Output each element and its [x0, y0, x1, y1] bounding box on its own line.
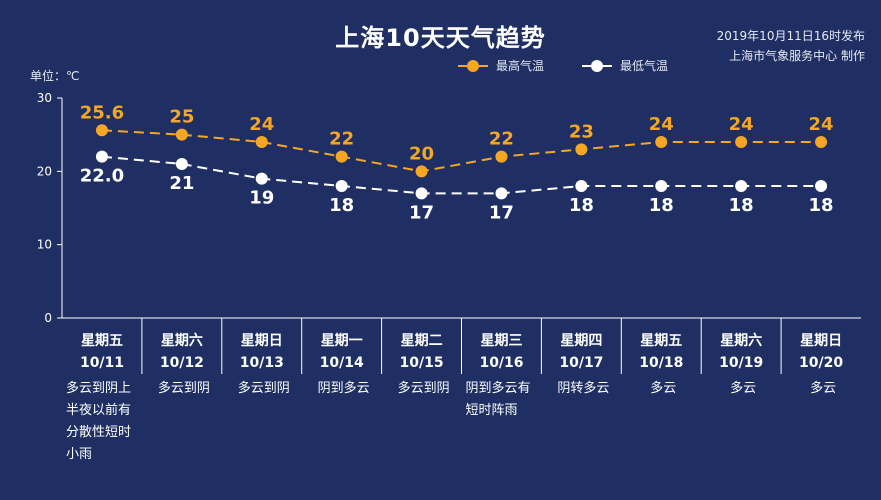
weekday-label: 星期六: [720, 333, 763, 349]
high-temp-label: 22: [329, 129, 354, 150]
weekday-label: 星期一: [320, 333, 363, 349]
weather-description: 多云: [730, 381, 757, 396]
high-temp-point: [335, 150, 348, 163]
high-temp-label: 24: [649, 114, 674, 135]
issue-time: 2019年10月11日16时发布: [716, 29, 865, 43]
weekday-label: 星期二: [400, 333, 443, 349]
issue-info: 2019年10月11日16时发布 上海市气象服务中心 制作: [717, 26, 865, 66]
low-temp-point: [255, 172, 268, 185]
weather-description: 阴到多云: [317, 381, 370, 396]
legend-high-label: 最高气温: [496, 59, 545, 73]
chart-title: 上海10天天气趋势: [335, 24, 546, 52]
low-temp-line: [101, 155, 822, 195]
low-temp-label: 17: [489, 202, 514, 223]
low-temp-point: [495, 187, 508, 200]
weather-description: 多云到阴上半夜以前有分散性短时小雨: [66, 381, 132, 462]
high-temp-point: [735, 136, 748, 148]
weekday-label: 星期五: [640, 333, 683, 349]
legend-low: 最低气温: [582, 57, 668, 74]
unit-label: 单位：℃: [30, 69, 80, 83]
high-temp-label: 22: [489, 129, 514, 150]
low-temp-point: [175, 158, 188, 170]
low-temp-point: [575, 180, 588, 192]
weather-description: 多云到阴: [397, 381, 450, 396]
high-temp-point: [655, 136, 668, 148]
weekday-label: 星期四: [560, 333, 603, 349]
high-temp-label: 24: [809, 114, 834, 135]
weather-description: 多云到阴: [237, 381, 290, 396]
weekday-label: 星期五: [81, 333, 123, 349]
high-temp-point: [495, 150, 508, 163]
weekday-label: 星期日: [800, 333, 843, 349]
low-temp-label: 21: [169, 173, 194, 194]
low-temp-label: 17: [409, 202, 434, 223]
y-tick-label: 0: [44, 311, 52, 325]
legend-high-marker: [458, 59, 488, 72]
high-temp-point: [415, 165, 428, 178]
legend-low-marker: [582, 59, 612, 72]
high-temp-label: 20: [409, 143, 434, 164]
low-temp-label: 19: [249, 188, 274, 209]
y-tick-label: 10: [37, 238, 52, 252]
low-temp-label: 18: [569, 195, 594, 216]
weekday-label: 星期六: [160, 333, 203, 349]
high-temp-point: [815, 136, 828, 148]
high-temp-label: 24: [249, 114, 274, 135]
high-temp-line: [101, 129, 822, 173]
weekday-label: 星期三: [480, 333, 523, 349]
date-label: 10/16: [479, 355, 524, 371]
date-label: 10/15: [399, 355, 444, 371]
low-temp-label: 18: [649, 195, 674, 216]
weather-description: 阴转多云: [557, 381, 610, 396]
weather-description: 阴到多云有短时阵雨: [465, 381, 531, 418]
issuer: 上海市气象服务中心 制作: [729, 49, 865, 63]
low-temp-label: 18: [729, 195, 754, 216]
date-label: 10/11: [79, 355, 125, 371]
low-temp-point: [95, 150, 108, 163]
low-temp-point: [335, 180, 348, 192]
low-temp-point: [735, 180, 748, 192]
date-label: 10/19: [719, 355, 764, 371]
date-label: 10/18: [639, 355, 684, 371]
high-temp-label: 24: [729, 114, 754, 135]
high-temp-point: [175, 128, 188, 141]
high-temp-point: [575, 143, 588, 156]
low-temp-label: 22.0: [80, 166, 124, 187]
y-tick-label: 20: [37, 164, 52, 178]
high-temp-point: [255, 136, 268, 148]
low-temp-label: 18: [329, 195, 354, 216]
legend-high: 最高气温: [458, 57, 544, 74]
weekday-label: 星期日: [240, 333, 283, 349]
weather-description: 多云到阴: [157, 381, 210, 396]
high-temp-label: 23: [569, 121, 594, 142]
high-temp-point: [95, 124, 108, 137]
y-tick-label: 30: [37, 91, 52, 105]
low-temp-point: [655, 180, 668, 192]
low-temp-label: 18: [809, 195, 834, 216]
date-label: 10/20: [799, 355, 844, 371]
date-label: 10/17: [559, 355, 604, 371]
date-label: 10/14: [319, 355, 364, 371]
low-temp-point: [815, 180, 828, 192]
high-temp-label: 25: [169, 107, 194, 128]
low-temp-point: [415, 187, 428, 200]
date-label: 10/12: [159, 355, 204, 371]
weather-description: 多云: [810, 381, 837, 396]
high-temp-label: 25.6: [80, 102, 124, 123]
date-label: 10/13: [239, 355, 284, 371]
legend-low-label: 最低气温: [620, 59, 669, 73]
weather-description: 多云: [650, 381, 677, 396]
